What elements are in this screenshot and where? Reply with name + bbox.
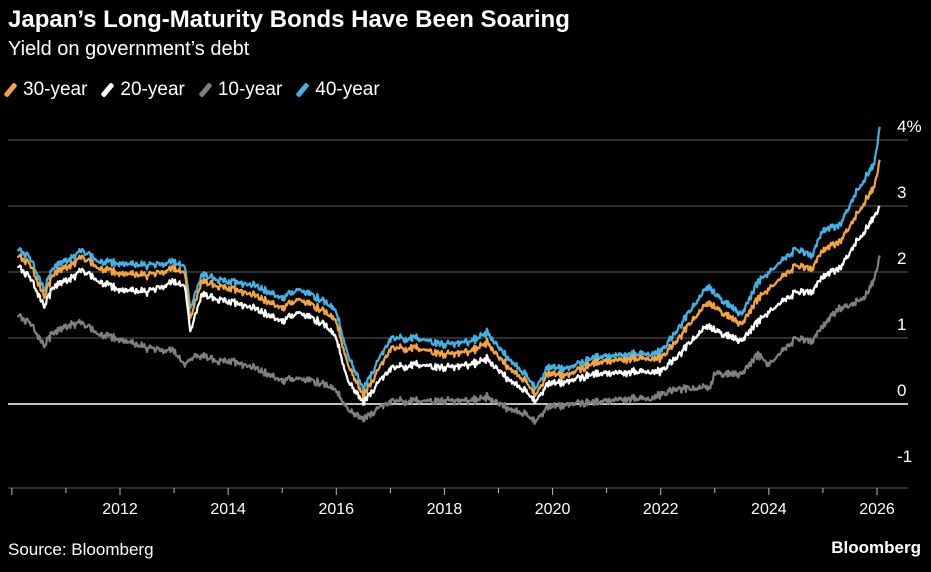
y-tick-label: 3 xyxy=(897,183,906,202)
legend-label-20-year: 20-year xyxy=(120,79,185,100)
x-tick-label: 2014 xyxy=(210,501,246,518)
legend: 30-year 20-year 10-year 40-year xyxy=(3,79,380,101)
chart-title: Japan’s Long-Maturity Bonds Have Been So… xyxy=(8,6,570,33)
y-tick-label: 4% xyxy=(897,117,922,136)
x-tick-label: 2016 xyxy=(318,501,354,518)
y-tick-label: 2 xyxy=(897,249,906,268)
series-line-20-year xyxy=(16,205,881,406)
source-note: Source: Bloomberg xyxy=(8,540,154,559)
series-line-30-year xyxy=(16,159,881,400)
legend-label-10-year: 10-year xyxy=(217,79,283,100)
series-layer xyxy=(16,126,881,425)
y-tick-label: 0 xyxy=(897,381,906,400)
x-tick-label: 2018 xyxy=(427,501,463,518)
series-line-10-year xyxy=(16,255,881,425)
chart-subtitle: Yield on government’s debt xyxy=(8,38,250,60)
legend-label-30-year: 30-year xyxy=(23,79,88,100)
x-tick-label: 2026 xyxy=(859,501,895,518)
legend-item-20-year[interactable]: 20-year xyxy=(100,79,185,101)
x-tick-label: 2020 xyxy=(535,501,571,518)
x-tick-label: 2012 xyxy=(102,501,138,518)
x-tick-label: 2022 xyxy=(643,501,679,518)
legend-item-10-year[interactable]: 10-year xyxy=(198,79,283,101)
y-tick-label: 1 xyxy=(897,315,906,334)
x-tick-label: 2024 xyxy=(751,501,787,518)
legend-label-40-year: 40-year xyxy=(315,79,380,100)
legend-item-40-year[interactable]: 40-year xyxy=(295,79,380,101)
y-tick-label: -1 xyxy=(897,447,912,466)
legend-item-30-year[interactable]: 30-year xyxy=(3,79,88,101)
axis-layer: 4% 3 2 1 0 -1 2012 2014 2016 2018 2020 2022 2024 2026 xyxy=(8,117,922,518)
series-line-40-year xyxy=(16,126,881,393)
brand-logo: Bloomberg xyxy=(831,538,921,557)
